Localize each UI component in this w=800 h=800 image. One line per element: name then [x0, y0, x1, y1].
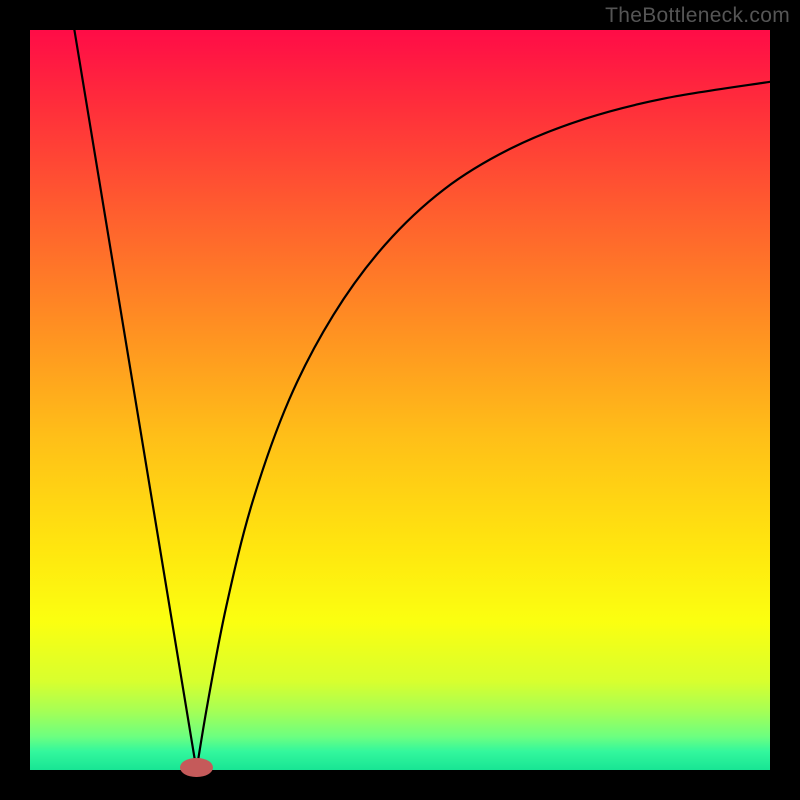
chart-plot-area: [30, 30, 770, 770]
bottleneck-curve: [74, 30, 770, 770]
minimum-marker: [180, 758, 213, 777]
chart-curve-layer: [30, 30, 770, 770]
watermark-text: TheBottleneck.com: [605, 4, 790, 28]
